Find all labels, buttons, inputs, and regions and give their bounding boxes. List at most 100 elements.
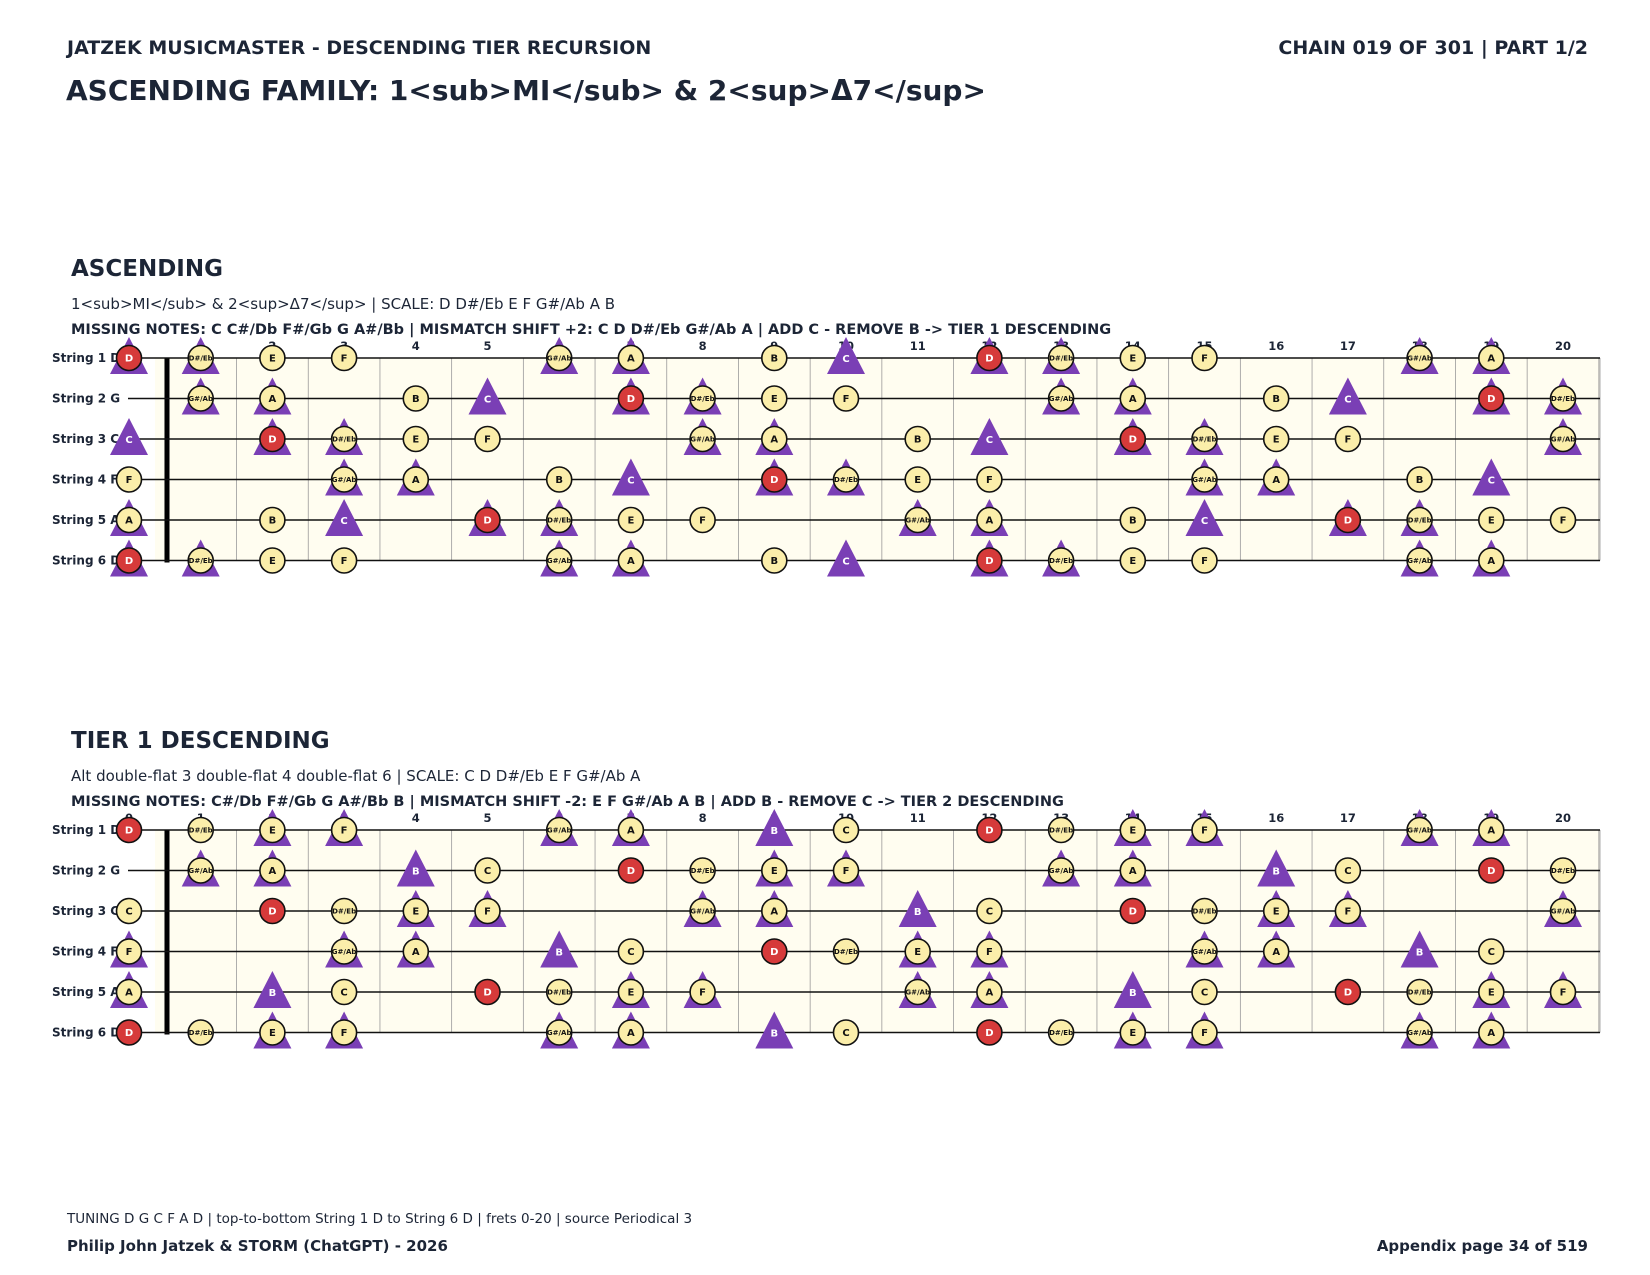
note-d: D: [259, 897, 286, 925]
scale-note-marker: [545, 1019, 573, 1046]
scale-note-marker: [689, 425, 716, 453]
section-subtitle-tier1-descending: Alt double-flat 3 double-flat 4 double-f…: [71, 767, 641, 785]
root-marker: [976, 547, 1003, 574]
fretboard-tier1-descending: String 1 D String 2 G String 3 C String 4 F…: [52, 809, 1601, 1049]
scale-note-marker: [760, 897, 788, 925]
note-label: F: [699, 516, 706, 527]
note-a: A: [970, 499, 1009, 536]
root-marker: [976, 816, 1003, 844]
note-dsharp-eb: D#/Eb: [181, 539, 220, 577]
root-marker: [1334, 978, 1362, 1006]
note-b: B: [1406, 466, 1433, 493]
note-label: C: [842, 354, 849, 365]
note-c: C: [1334, 857, 1362, 884]
note-e: E: [1119, 547, 1147, 574]
mismatch-triangle: [1400, 930, 1439, 968]
scale-note-marker: [330, 344, 358, 372]
note-e: E: [898, 930, 937, 968]
scale-note-marker: [689, 978, 716, 1006]
note-label: D: [627, 866, 635, 877]
note-gsharp-ab: G#/Ab: [683, 890, 722, 927]
note-label: B: [1416, 475, 1424, 486]
scale-note-marker: [1478, 816, 1505, 844]
note-label: F: [843, 394, 850, 405]
mismatch-triangle: [468, 377, 507, 415]
note-label: A: [1487, 826, 1495, 837]
scale-note-marker: [904, 425, 932, 453]
note-label: E: [1488, 516, 1495, 527]
note-gsharp-ab: G#/Ab: [1544, 890, 1582, 927]
note-label: F: [341, 556, 348, 567]
scale-note-marker: [1191, 425, 1218, 453]
mismatch-triangle: [1472, 458, 1511, 496]
note-d: D: [1113, 418, 1152, 455]
note-label: A: [627, 826, 635, 837]
note-label: D: [483, 516, 491, 527]
scale-note-marker: [330, 978, 358, 1006]
note-d: D: [617, 857, 645, 884]
note-a: A: [1472, 809, 1511, 846]
scale-note-marker: [330, 816, 358, 844]
note-label: D: [985, 354, 993, 365]
note-gsharp-ab: G#/Ab: [1185, 930, 1224, 968]
note-a: A: [611, 1011, 650, 1049]
note-label: D: [1129, 435, 1137, 446]
scale-note-marker: [976, 938, 1003, 965]
note-d: D: [760, 938, 788, 965]
root-marker: [1119, 897, 1147, 925]
scale-note-marker: [1191, 938, 1218, 965]
note-dsharp-eb: D#/Eb: [683, 377, 722, 415]
scale-note-marker: [330, 425, 358, 453]
note-b: B: [540, 930, 579, 968]
note-label: E: [771, 866, 778, 877]
fret-number: 20: [1555, 811, 1571, 825]
note-label: D: [1487, 866, 1495, 877]
note-e: E: [1257, 890, 1296, 927]
note-label: D#/Eb: [1049, 827, 1073, 835]
note-c: C: [611, 458, 650, 496]
note-label: F: [126, 947, 133, 958]
scale-note-marker: [259, 816, 286, 844]
note-f: F: [1328, 890, 1367, 927]
note-gsharp-ab: G#/Ab: [1400, 539, 1439, 577]
scale-note-marker: [330, 1019, 358, 1046]
note-dsharp-eb: D#/Eb: [181, 337, 220, 374]
root-marker: [115, 344, 143, 372]
note-label: G#/Ab: [1049, 395, 1074, 403]
note-d: D: [253, 418, 292, 455]
string-label: String 3 C: [52, 904, 119, 918]
root-marker: [115, 547, 143, 574]
note-d: D: [970, 539, 1009, 577]
note-dsharp-eb: D#/Eb: [1400, 499, 1439, 536]
note-label: D#/Eb: [189, 1029, 213, 1037]
note-d: D: [1472, 377, 1511, 415]
note-e: E: [1113, 1011, 1152, 1049]
note-c: C: [474, 857, 501, 884]
note-d: D: [468, 499, 507, 536]
note-label: B: [914, 907, 922, 918]
scale-note-marker: [1262, 425, 1290, 453]
note-b: B: [760, 547, 788, 574]
scale-note-marker: [1191, 816, 1218, 844]
note-label: A: [627, 1028, 635, 1039]
note-label: E: [269, 354, 276, 365]
note-label: D: [770, 947, 778, 958]
note-label: D#/Eb: [834, 476, 858, 484]
string-label: String 6 D: [52, 1026, 120, 1040]
note-f: F: [1549, 506, 1577, 534]
scale-note-marker: [760, 857, 788, 884]
scale-note-marker: [330, 938, 358, 965]
note-label: D#/Eb: [691, 395, 715, 403]
note-label: A: [627, 556, 635, 567]
scale-note-marker: [617, 344, 645, 372]
string-label: String 2 G: [52, 864, 120, 878]
note-label: D#/Eb: [547, 517, 571, 525]
scale-note-marker: [474, 897, 501, 925]
note-dsharp-eb: D#/Eb: [1549, 857, 1577, 884]
scale-note-marker: [115, 506, 143, 534]
scale-note-marker: [1262, 466, 1290, 493]
root-marker: [259, 425, 286, 453]
note-e: E: [1113, 809, 1152, 846]
footer-page-number: Appendix page 34 of 519: [1376, 1237, 1588, 1255]
note-label: A: [1272, 475, 1280, 486]
